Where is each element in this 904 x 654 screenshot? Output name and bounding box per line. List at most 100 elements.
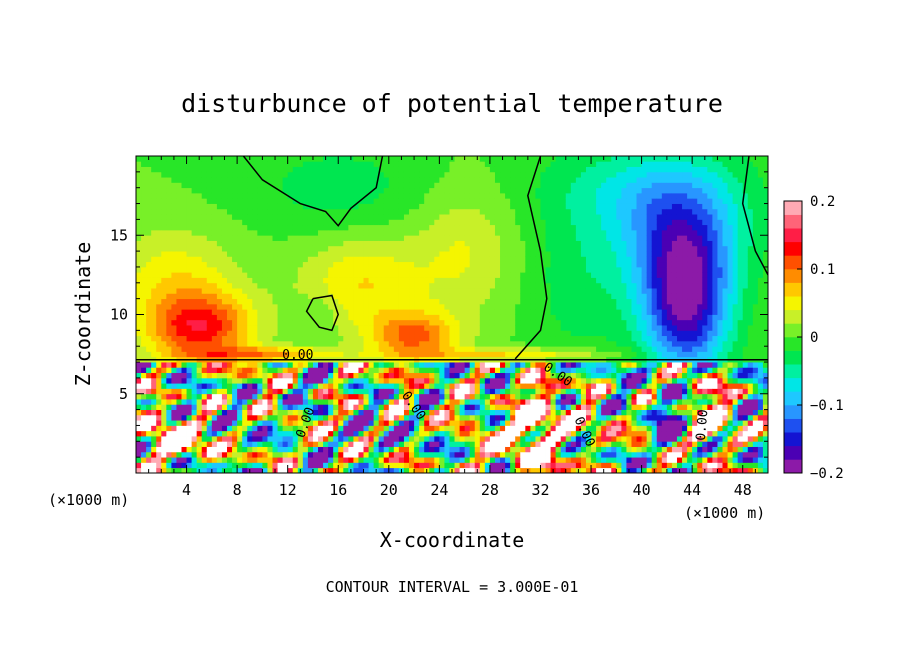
heatmap-cell <box>312 235 319 241</box>
heatmap-cell <box>312 203 319 210</box>
heatmap-cell <box>257 420 263 426</box>
heatmap-cell <box>211 298 218 305</box>
heatmap-cell <box>216 451 223 458</box>
heatmap-cell <box>191 187 198 194</box>
heatmap-cell <box>318 177 324 183</box>
heatmap-cell <box>262 272 268 278</box>
heatmap-cell <box>272 177 278 183</box>
heatmap-cell <box>429 219 435 226</box>
heatmap-cell <box>257 187 263 194</box>
heatmap-cell <box>161 288 167 294</box>
heatmap-cell <box>186 404 193 410</box>
heatmap-cell <box>252 293 258 300</box>
heatmap-cell <box>353 346 359 352</box>
heatmap-cell <box>323 446 329 453</box>
heatmap-cell <box>540 430 546 437</box>
heatmap-cell <box>353 362 359 368</box>
heatmap-cell <box>424 272 430 278</box>
heatmap-cell <box>525 282 531 289</box>
heatmap-cell <box>262 319 268 326</box>
heatmap-cell <box>414 229 420 236</box>
heatmap-cell <box>247 367 253 374</box>
heatmap-cell <box>409 420 415 426</box>
heatmap-cell <box>201 261 208 268</box>
heatmap-cell <box>525 293 531 300</box>
heatmap-cell <box>403 235 410 241</box>
heatmap-cell <box>171 245 177 252</box>
heatmap-cell <box>176 314 182 321</box>
heatmap-cell <box>181 388 187 395</box>
heatmap-cell <box>156 325 162 331</box>
heatmap-cell <box>186 235 193 241</box>
heatmap-cell <box>211 467 218 473</box>
heatmap-cell <box>474 388 481 395</box>
heatmap-cell <box>474 240 481 247</box>
heatmap-cell <box>464 229 471 236</box>
heatmap-cell <box>323 288 329 294</box>
heatmap-cell <box>287 383 294 389</box>
heatmap-cell <box>494 277 501 284</box>
heatmap-cell <box>555 446 562 453</box>
heatmap-cell <box>388 192 395 199</box>
heatmap-cell <box>474 214 481 220</box>
heatmap-cell <box>535 377 541 384</box>
heatmap-cell <box>474 430 481 437</box>
heatmap-cell <box>520 404 526 410</box>
heatmap-cell <box>166 351 172 358</box>
heatmap-cell <box>449 325 455 331</box>
heatmap-cell <box>545 256 551 263</box>
heatmap-cell <box>318 309 324 315</box>
heatmap-cell <box>398 224 405 231</box>
heatmap-cell <box>242 420 248 426</box>
heatmap-cell <box>216 166 223 173</box>
heatmap-cell <box>393 171 400 178</box>
heatmap-cell <box>318 214 324 220</box>
heatmap-cell <box>328 414 334 421</box>
heatmap-cell <box>151 441 157 447</box>
heatmap-cell <box>176 282 182 289</box>
heatmap-cell <box>232 177 238 183</box>
heatmap-cell <box>262 388 268 395</box>
heatmap-cell <box>191 256 198 263</box>
heatmap-cell <box>307 399 314 405</box>
heatmap-cell <box>171 293 177 300</box>
heatmap-cell <box>393 224 400 231</box>
heatmap-cell <box>328 388 334 395</box>
heatmap-cell <box>196 240 203 247</box>
heatmap-cell <box>510 420 516 426</box>
heatmap-cell <box>252 266 258 273</box>
heatmap-cell <box>393 404 400 410</box>
heatmap-cell <box>146 192 152 199</box>
heatmap-cell <box>484 414 491 421</box>
heatmap-cell <box>343 319 349 326</box>
heatmap-cell <box>459 330 466 337</box>
heatmap-cell <box>262 430 268 437</box>
heatmap-cell <box>302 330 309 337</box>
heatmap-cell <box>540 208 546 215</box>
heatmap-cell <box>363 182 369 189</box>
heatmap-cell <box>161 235 167 241</box>
heatmap-cell <box>211 388 218 395</box>
heatmap-cell <box>479 377 486 384</box>
heatmap-cell <box>297 171 304 178</box>
heatmap-cell <box>409 372 415 379</box>
heatmap-cell <box>424 256 430 263</box>
heatmap-cell <box>206 467 213 473</box>
heatmap-cell <box>520 166 526 173</box>
heatmap-cell <box>181 203 187 210</box>
heatmap-cell <box>398 251 405 257</box>
heatmap-cell <box>474 171 481 178</box>
heatmap-cell <box>535 214 541 220</box>
heatmap-cell <box>221 425 228 432</box>
heatmap-cell <box>348 420 354 426</box>
heatmap-cell <box>171 161 177 167</box>
heatmap-cell <box>550 214 557 220</box>
heatmap-cell <box>206 282 213 289</box>
heatmap-cell <box>449 414 455 421</box>
heatmap-cell <box>267 156 273 162</box>
heatmap-cell <box>510 446 516 453</box>
heatmap-cell <box>166 319 172 326</box>
heatmap-cell <box>201 451 208 458</box>
heatmap-cell <box>257 351 263 358</box>
heatmap-cell <box>211 245 218 252</box>
